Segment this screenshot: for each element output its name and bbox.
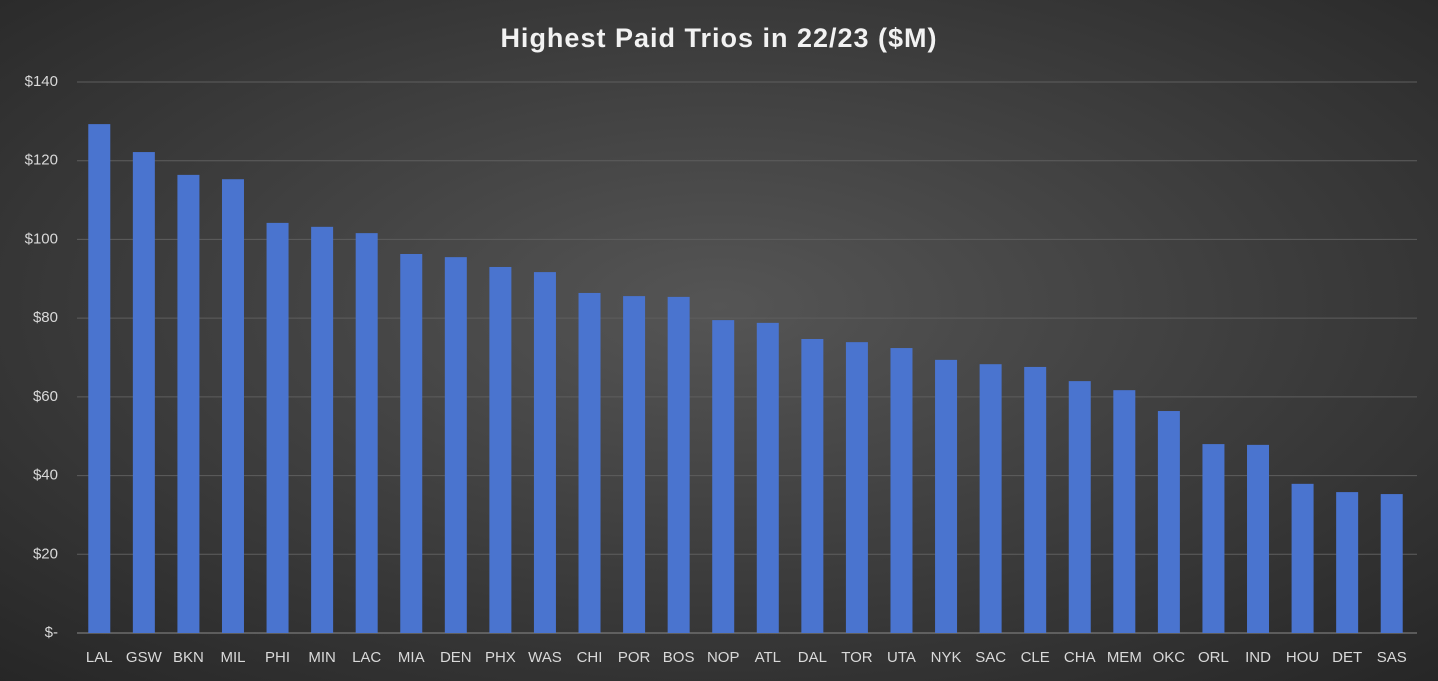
bar — [177, 174, 200, 633]
bar — [712, 320, 735, 633]
bar — [1380, 494, 1403, 633]
bar — [355, 233, 378, 634]
bar — [1202, 444, 1225, 633]
x-tick-label: SAC — [975, 649, 1006, 666]
x-tick-label: POR — [618, 649, 651, 666]
bar — [533, 272, 556, 633]
x-tick-label: NYK — [931, 649, 962, 666]
x-tick-label: CHA — [1064, 649, 1096, 666]
bar — [221, 179, 244, 633]
x-tick-label: IND — [1245, 649, 1271, 666]
x-tick-label: SAS — [1377, 649, 1407, 666]
x-tick-label: OKC — [1153, 649, 1186, 666]
bar — [489, 266, 512, 633]
bar — [667, 296, 690, 633]
bar — [311, 226, 334, 633]
x-tick-label: MIL — [220, 649, 245, 666]
x-tick-label: NOP — [707, 649, 740, 666]
bar — [979, 364, 1002, 633]
bar — [1113, 390, 1136, 633]
y-tick-label: $120 — [25, 152, 58, 169]
x-tick-label: PHX — [485, 649, 516, 666]
y-tick-label: $20 — [33, 545, 58, 562]
x-tick-label: CHI — [577, 649, 603, 666]
bar — [1068, 381, 1091, 633]
x-tick-label: MIA — [398, 649, 425, 666]
bar — [1336, 492, 1359, 633]
y-tick-label: $- — [45, 624, 58, 641]
x-tick-label: MIN — [308, 649, 336, 666]
bar — [88, 124, 111, 633]
chart-title: Highest Paid Trios in 22/23 ($M) — [500, 23, 937, 53]
bar — [1247, 444, 1270, 633]
x-tick-label: CLE — [1021, 649, 1050, 666]
x-tick-label: ORL — [1198, 649, 1229, 666]
bar — [890, 348, 913, 633]
y-tick-label: $140 — [25, 73, 58, 90]
x-tick-label: UTA — [887, 649, 916, 666]
bar — [623, 296, 646, 633]
bar — [801, 339, 824, 633]
x-tick-label: ATL — [755, 649, 781, 666]
bar — [400, 253, 423, 633]
y-tick-label: $100 — [25, 230, 58, 247]
y-tick-label: $80 — [33, 309, 58, 326]
bar — [756, 322, 779, 633]
x-tick-label: HOU — [1286, 649, 1319, 666]
x-tick-label: BKN — [173, 649, 204, 666]
x-tick-label: LAC — [352, 649, 381, 666]
x-tick-label: BOS — [663, 649, 695, 666]
x-tick-label: TOR — [841, 649, 873, 666]
y-tick-label: $40 — [33, 467, 58, 484]
x-tick-label: DET — [1332, 649, 1362, 666]
x-tick-label: DEN — [440, 649, 472, 666]
x-tick-label: LAL — [86, 649, 113, 666]
x-tick-label: WAS — [528, 649, 562, 666]
bar — [1291, 483, 1314, 633]
bar — [845, 342, 868, 633]
bar — [1024, 366, 1047, 633]
x-tick-label: MEM — [1107, 649, 1142, 666]
bar — [444, 257, 467, 633]
x-tick-label: PHI — [265, 649, 290, 666]
y-tick-label: $60 — [33, 388, 58, 405]
bar — [1157, 411, 1180, 633]
bar — [132, 152, 155, 633]
bar — [266, 222, 289, 634]
bar — [578, 292, 601, 633]
x-tick-label: GSW — [126, 649, 163, 666]
bar — [935, 359, 958, 633]
x-tick-label: DAL — [798, 649, 827, 666]
